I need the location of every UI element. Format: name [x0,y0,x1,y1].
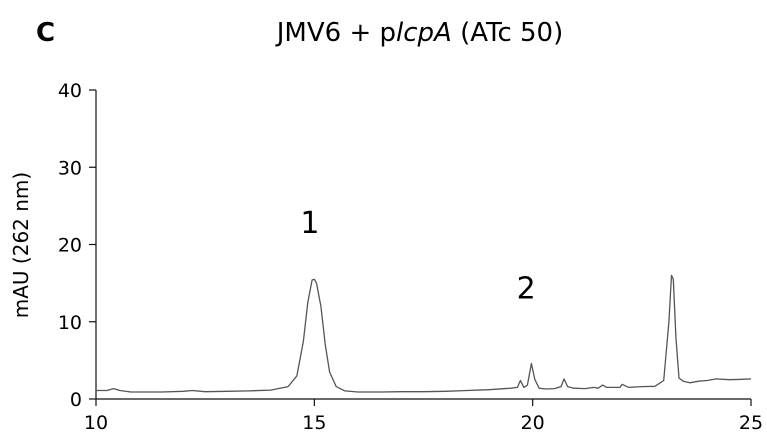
x-tick-label: 25 [739,412,763,434]
x-tick-label: 15 [302,412,326,434]
annotation-layer: 12 [300,206,535,307]
peak-label-2: 2 [517,272,536,307]
chart-title: JMV6 + plcpA (ATc 50) [275,18,564,48]
x-tick-label: 20 [521,412,545,434]
y-tick-label: 20 [58,235,82,257]
title-part-2: (ATc 50) [452,18,563,48]
y-tick-label: 0 [70,389,82,411]
panel-label: C [36,18,55,48]
series-line-0 [96,275,751,392]
y-tick-label: 40 [58,80,82,102]
y-axis-label: mAU (262 nm) [9,172,33,318]
peak-label-1: 1 [300,206,319,241]
x-tick-label: 10 [84,412,108,434]
title-part-0: JMV6 + p [275,18,396,48]
series-layer [96,275,751,392]
title-part-1: lcpA [396,18,452,48]
y-tick-label: 10 [58,312,82,334]
y-tick-label: 30 [58,157,82,179]
